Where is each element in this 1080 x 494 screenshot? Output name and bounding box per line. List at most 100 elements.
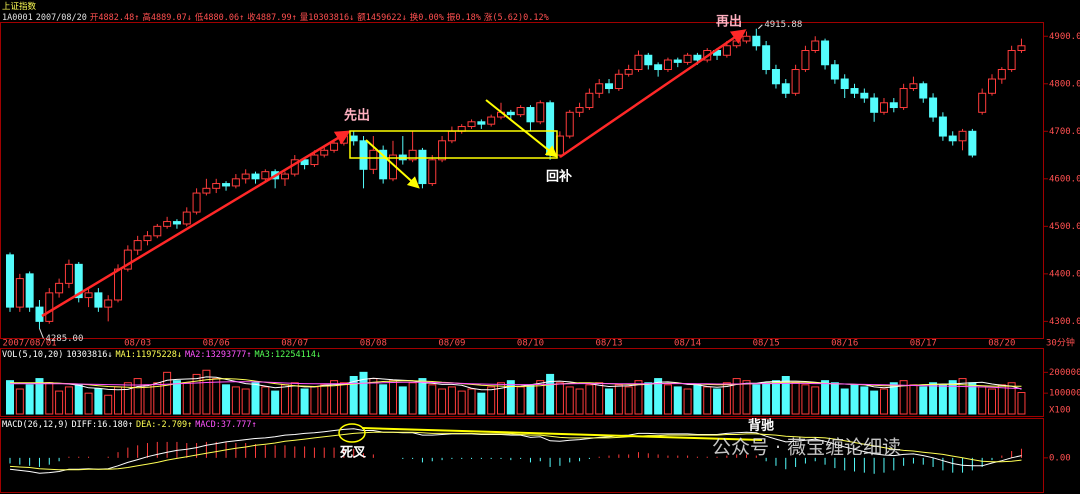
volume-bar (398, 386, 407, 415)
candle-body (192, 192, 201, 213)
candle-body (683, 54, 692, 63)
x-tick-label: 08/07 (281, 339, 308, 349)
volume-bar (605, 388, 614, 415)
candle-body (123, 249, 132, 270)
candle-body (850, 88, 859, 94)
candle-body (320, 149, 329, 156)
volume-bar (565, 386, 574, 415)
candle-body (565, 111, 574, 137)
volume-bar (497, 382, 505, 415)
volume-bar (447, 386, 456, 415)
volume-bar (575, 388, 584, 415)
candle-body (909, 83, 918, 90)
candle-body (801, 50, 810, 71)
volume-bar (64, 386, 73, 415)
header-item: 开4882.48↑ (89, 13, 140, 23)
volume-bar (840, 388, 849, 415)
x-tick-label: 08/08 (360, 339, 387, 349)
candle-body (860, 92, 869, 99)
candle-body (212, 183, 221, 189)
header-item: MA3:12254114↓ (254, 350, 322, 360)
volume-bar (968, 382, 977, 415)
volume-bar (379, 384, 388, 415)
header-item: DIFF:16.180↑ (71, 420, 133, 430)
volume-bar (457, 390, 466, 415)
candle-body (968, 130, 977, 156)
volume-bar (163, 371, 172, 415)
volume-bar (506, 380, 515, 415)
drawings (41, 29, 763, 443)
candle-body (516, 107, 525, 116)
candle-body (349, 135, 358, 142)
candle-body (379, 149, 388, 180)
volume-bar (555, 382, 564, 415)
volume-bar (388, 380, 397, 415)
volume-bar (94, 388, 103, 415)
volume-bar (6, 380, 14, 415)
x-tick-label: 08/13 (595, 339, 622, 349)
candle-body (585, 92, 594, 109)
candle-body (605, 83, 614, 90)
header-item: MACD:37.777↑ (195, 420, 257, 430)
volume-bar (879, 388, 888, 415)
candle-body (988, 78, 996, 94)
y-tick-label: 4400.00 (1049, 269, 1080, 279)
x-tick-label: 08/03 (124, 339, 151, 349)
candle-body (231, 178, 240, 187)
candle-body (624, 69, 633, 75)
candle-body (732, 40, 741, 47)
candle-body (742, 35, 751, 42)
header-item: 振0.18% (446, 13, 481, 23)
volume-ma-line (9, 376, 1022, 391)
candle-body (418, 149, 427, 185)
header-item: 1A0001 (2, 13, 33, 23)
volume-bar (320, 384, 329, 415)
candle-body (359, 140, 368, 170)
volume-bar (114, 386, 123, 415)
volume-bar (261, 386, 270, 415)
y-tick-label: 4800.00 (1049, 79, 1080, 89)
candle-body (546, 102, 555, 156)
macd-header: MACD(26,12,9) DIFF:16.180↑ DEA:-2.709↑ MACD… (2, 420, 260, 430)
candle-body (821, 40, 830, 66)
trend-arrow (41, 130, 351, 318)
volume-bar (938, 384, 947, 415)
volume-bar (359, 371, 368, 415)
header-item: 2007/08/20 (35, 13, 87, 23)
volume-bar (182, 382, 191, 415)
candle-body (202, 187, 211, 194)
volume-bar (45, 382, 54, 415)
candle-body (114, 268, 123, 301)
candle-body (487, 116, 496, 125)
volume-bar (74, 384, 83, 415)
candle-body (634, 54, 643, 71)
title: 上证指数 (2, 2, 37, 12)
volume-bar (349, 376, 358, 415)
y-tick-label: 200000 (1049, 368, 1080, 378)
volume-bar (55, 390, 64, 415)
volume-bar (919, 386, 928, 415)
candle-body (94, 292, 103, 308)
candle-body (722, 45, 731, 56)
volume-bar (713, 388, 722, 415)
candle-body (428, 159, 437, 185)
volume-bar (25, 384, 34, 415)
candle-body (408, 149, 417, 161)
candle-body (958, 130, 967, 142)
candle-body (791, 69, 800, 94)
y-tick-label: 4300.00 (1049, 317, 1080, 327)
down-arrow (365, 139, 420, 189)
volume-bar (811, 386, 820, 415)
volume-bar (1007, 382, 1016, 415)
candle-body (74, 263, 83, 299)
volume-bar (536, 380, 545, 415)
price-mark-label: 4285.00 (45, 334, 83, 344)
y-tick-label: 4500.00 (1049, 222, 1080, 232)
header-item: VOL(5,10,20) (2, 350, 64, 360)
volume-bar (732, 378, 741, 415)
candle-body (143, 235, 152, 242)
pivot-box (349, 130, 558, 159)
volume-bar (290, 382, 299, 415)
candle-body (673, 59, 682, 63)
